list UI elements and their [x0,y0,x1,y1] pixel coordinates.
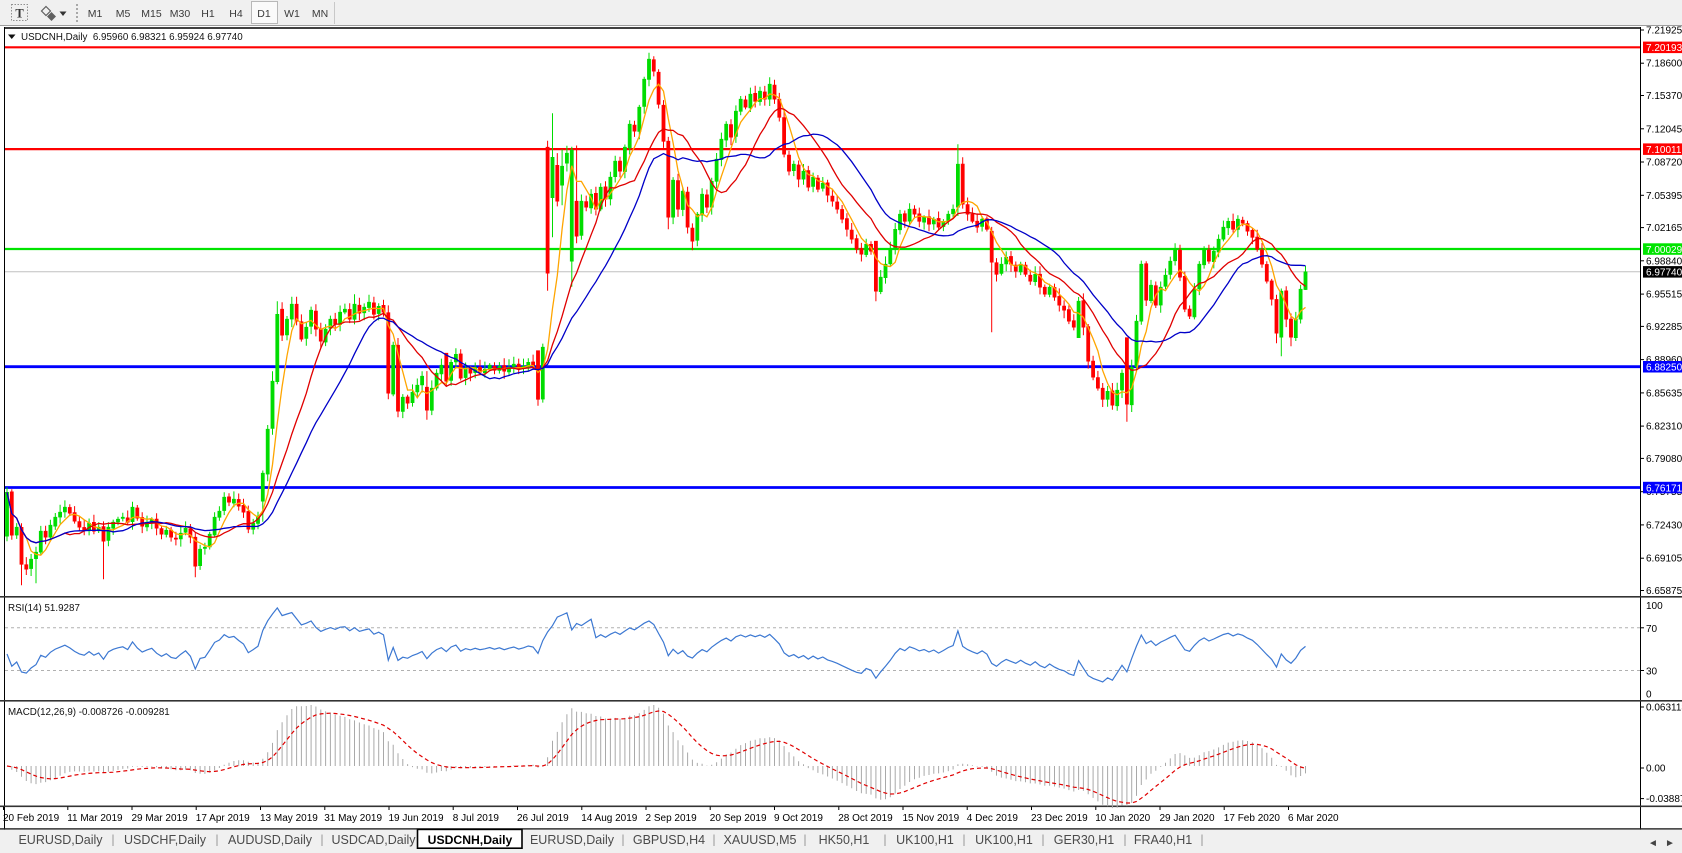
svg-text:13 May 2019: 13 May 2019 [260,813,318,824]
svg-text:H4: H4 [229,8,243,20]
svg-text:GER30,H1: GER30,H1 [1054,833,1114,847]
svg-text:17 Feb 2020: 17 Feb 2020 [1224,813,1281,824]
svg-text:6.92285: 6.92285 [1646,322,1682,333]
svg-text:6.82310: 6.82310 [1646,422,1682,433]
svg-text:UK100,H1: UK100,H1 [896,833,954,847]
svg-text:MN: MN [312,8,328,20]
svg-text:W1: W1 [284,8,300,20]
svg-text:17 Apr 2019: 17 Apr 2019 [196,813,250,824]
svg-text:70: 70 [1646,624,1658,635]
svg-text:31 May 2019: 31 May 2019 [324,813,382,824]
svg-text:7.05395: 7.05395 [1646,191,1682,202]
svg-text:8 Jul 2019: 8 Jul 2019 [453,813,500,824]
svg-text:7.15370: 7.15370 [1646,91,1682,102]
svg-text:6.76171: 6.76171 [1646,483,1682,494]
svg-text:USDCAD,Daily: USDCAD,Daily [331,833,416,847]
svg-text:29 Mar 2019: 29 Mar 2019 [132,813,189,824]
svg-text:26 Jul 2019: 26 Jul 2019 [517,813,569,824]
svg-text:7.02165: 7.02165 [1646,223,1682,234]
svg-text:11 Mar 2019: 11 Mar 2019 [67,813,123,824]
svg-text:4 Dec 2019: 4 Dec 2019 [967,813,1019,824]
svg-text:6.65875: 6.65875 [1646,586,1682,597]
svg-text:EURUSD,Daily: EURUSD,Daily [530,833,615,847]
svg-text:6.79080: 6.79080 [1646,454,1682,465]
svg-text:T: T [15,7,24,21]
svg-text:D1: D1 [257,8,271,20]
svg-text:7.08720: 7.08720 [1646,158,1682,169]
svg-text:7.12045: 7.12045 [1646,124,1682,135]
svg-text:30: 30 [1646,667,1658,678]
svg-text:AUDUSD,Daily: AUDUSD,Daily [228,833,313,847]
svg-text:7.18600: 7.18600 [1646,59,1682,70]
svg-text:7.00029: 7.00029 [1646,245,1682,256]
svg-text:M1: M1 [88,8,103,20]
svg-text:HK50,H1: HK50,H1 [819,833,870,847]
svg-text:0.063113: 0.063113 [1646,703,1682,714]
svg-text:6.72430: 6.72430 [1646,520,1682,531]
svg-text:6.88960: 6.88960 [1646,355,1682,366]
svg-text:6 Mar 2020: 6 Mar 2020 [1288,813,1339,824]
svg-text:EURUSD,Daily: EURUSD,Daily [18,833,103,847]
svg-text:►: ► [1665,838,1675,849]
svg-text:2 Sep 2019: 2 Sep 2019 [646,813,698,824]
svg-text:28 Oct 2019: 28 Oct 2019 [838,813,893,824]
svg-text:15 Nov 2019: 15 Nov 2019 [903,813,960,824]
svg-text:20 Feb 2019: 20 Feb 2019 [3,813,60,824]
svg-text:6.95515: 6.95515 [1646,290,1682,301]
svg-text:6.69105: 6.69105 [1646,554,1682,565]
svg-text:UK100,H1: UK100,H1 [975,833,1033,847]
svg-text:100: 100 [1646,601,1663,612]
svg-text:-0.03887: -0.03887 [1646,794,1682,805]
svg-text:7.10011: 7.10011 [1646,145,1682,156]
svg-text:7.21925: 7.21925 [1646,26,1682,37]
svg-text:USDCHF,Daily: USDCHF,Daily [124,833,207,847]
svg-text:FRA40,H1: FRA40,H1 [1134,833,1192,847]
svg-text:0.00: 0.00 [1646,764,1666,775]
svg-text:14 Aug 2019: 14 Aug 2019 [581,813,638,824]
svg-text:M30: M30 [170,8,191,20]
svg-text:XAUUSD,M5: XAUUSD,M5 [724,833,797,847]
svg-text:H1: H1 [201,8,215,20]
svg-text:7.20193: 7.20193 [1646,43,1682,54]
svg-text:19 Jun 2019: 19 Jun 2019 [389,813,444,824]
svg-text:10 Jan 2020: 10 Jan 2020 [1095,813,1150,824]
svg-text:6.88250: 6.88250 [1646,363,1682,374]
svg-text:MACD(12,26,9) -0.008726 -0.009: MACD(12,26,9) -0.008726 -0.009281 [8,707,170,718]
svg-text:29 Jan 2020: 29 Jan 2020 [1160,813,1215,824]
svg-text:◄: ◄ [1648,838,1658,849]
svg-text:USDCNH,Daily: USDCNH,Daily [428,833,513,847]
svg-text:23 Dec 2019: 23 Dec 2019 [1031,813,1088,824]
svg-text:USDCNH,Daily 6.95960 6.98321: USDCNH,Daily 6.95960 6.98321 6.95924 6.9… [21,32,243,43]
svg-text:RSI(14) 51.9287: RSI(14) 51.9287 [8,603,80,614]
svg-text:M5: M5 [116,8,131,20]
svg-text:9 Oct 2019: 9 Oct 2019 [774,813,823,824]
svg-text:6.85635: 6.85635 [1646,388,1682,399]
svg-text:M15: M15 [141,8,162,20]
svg-text:6.97740: 6.97740 [1646,268,1682,279]
svg-text:6.98840: 6.98840 [1646,256,1682,267]
svg-text:0: 0 [1646,689,1652,700]
svg-text:GBPUSD,H4: GBPUSD,H4 [633,833,705,847]
svg-text:20 Sep 2019: 20 Sep 2019 [710,813,767,824]
